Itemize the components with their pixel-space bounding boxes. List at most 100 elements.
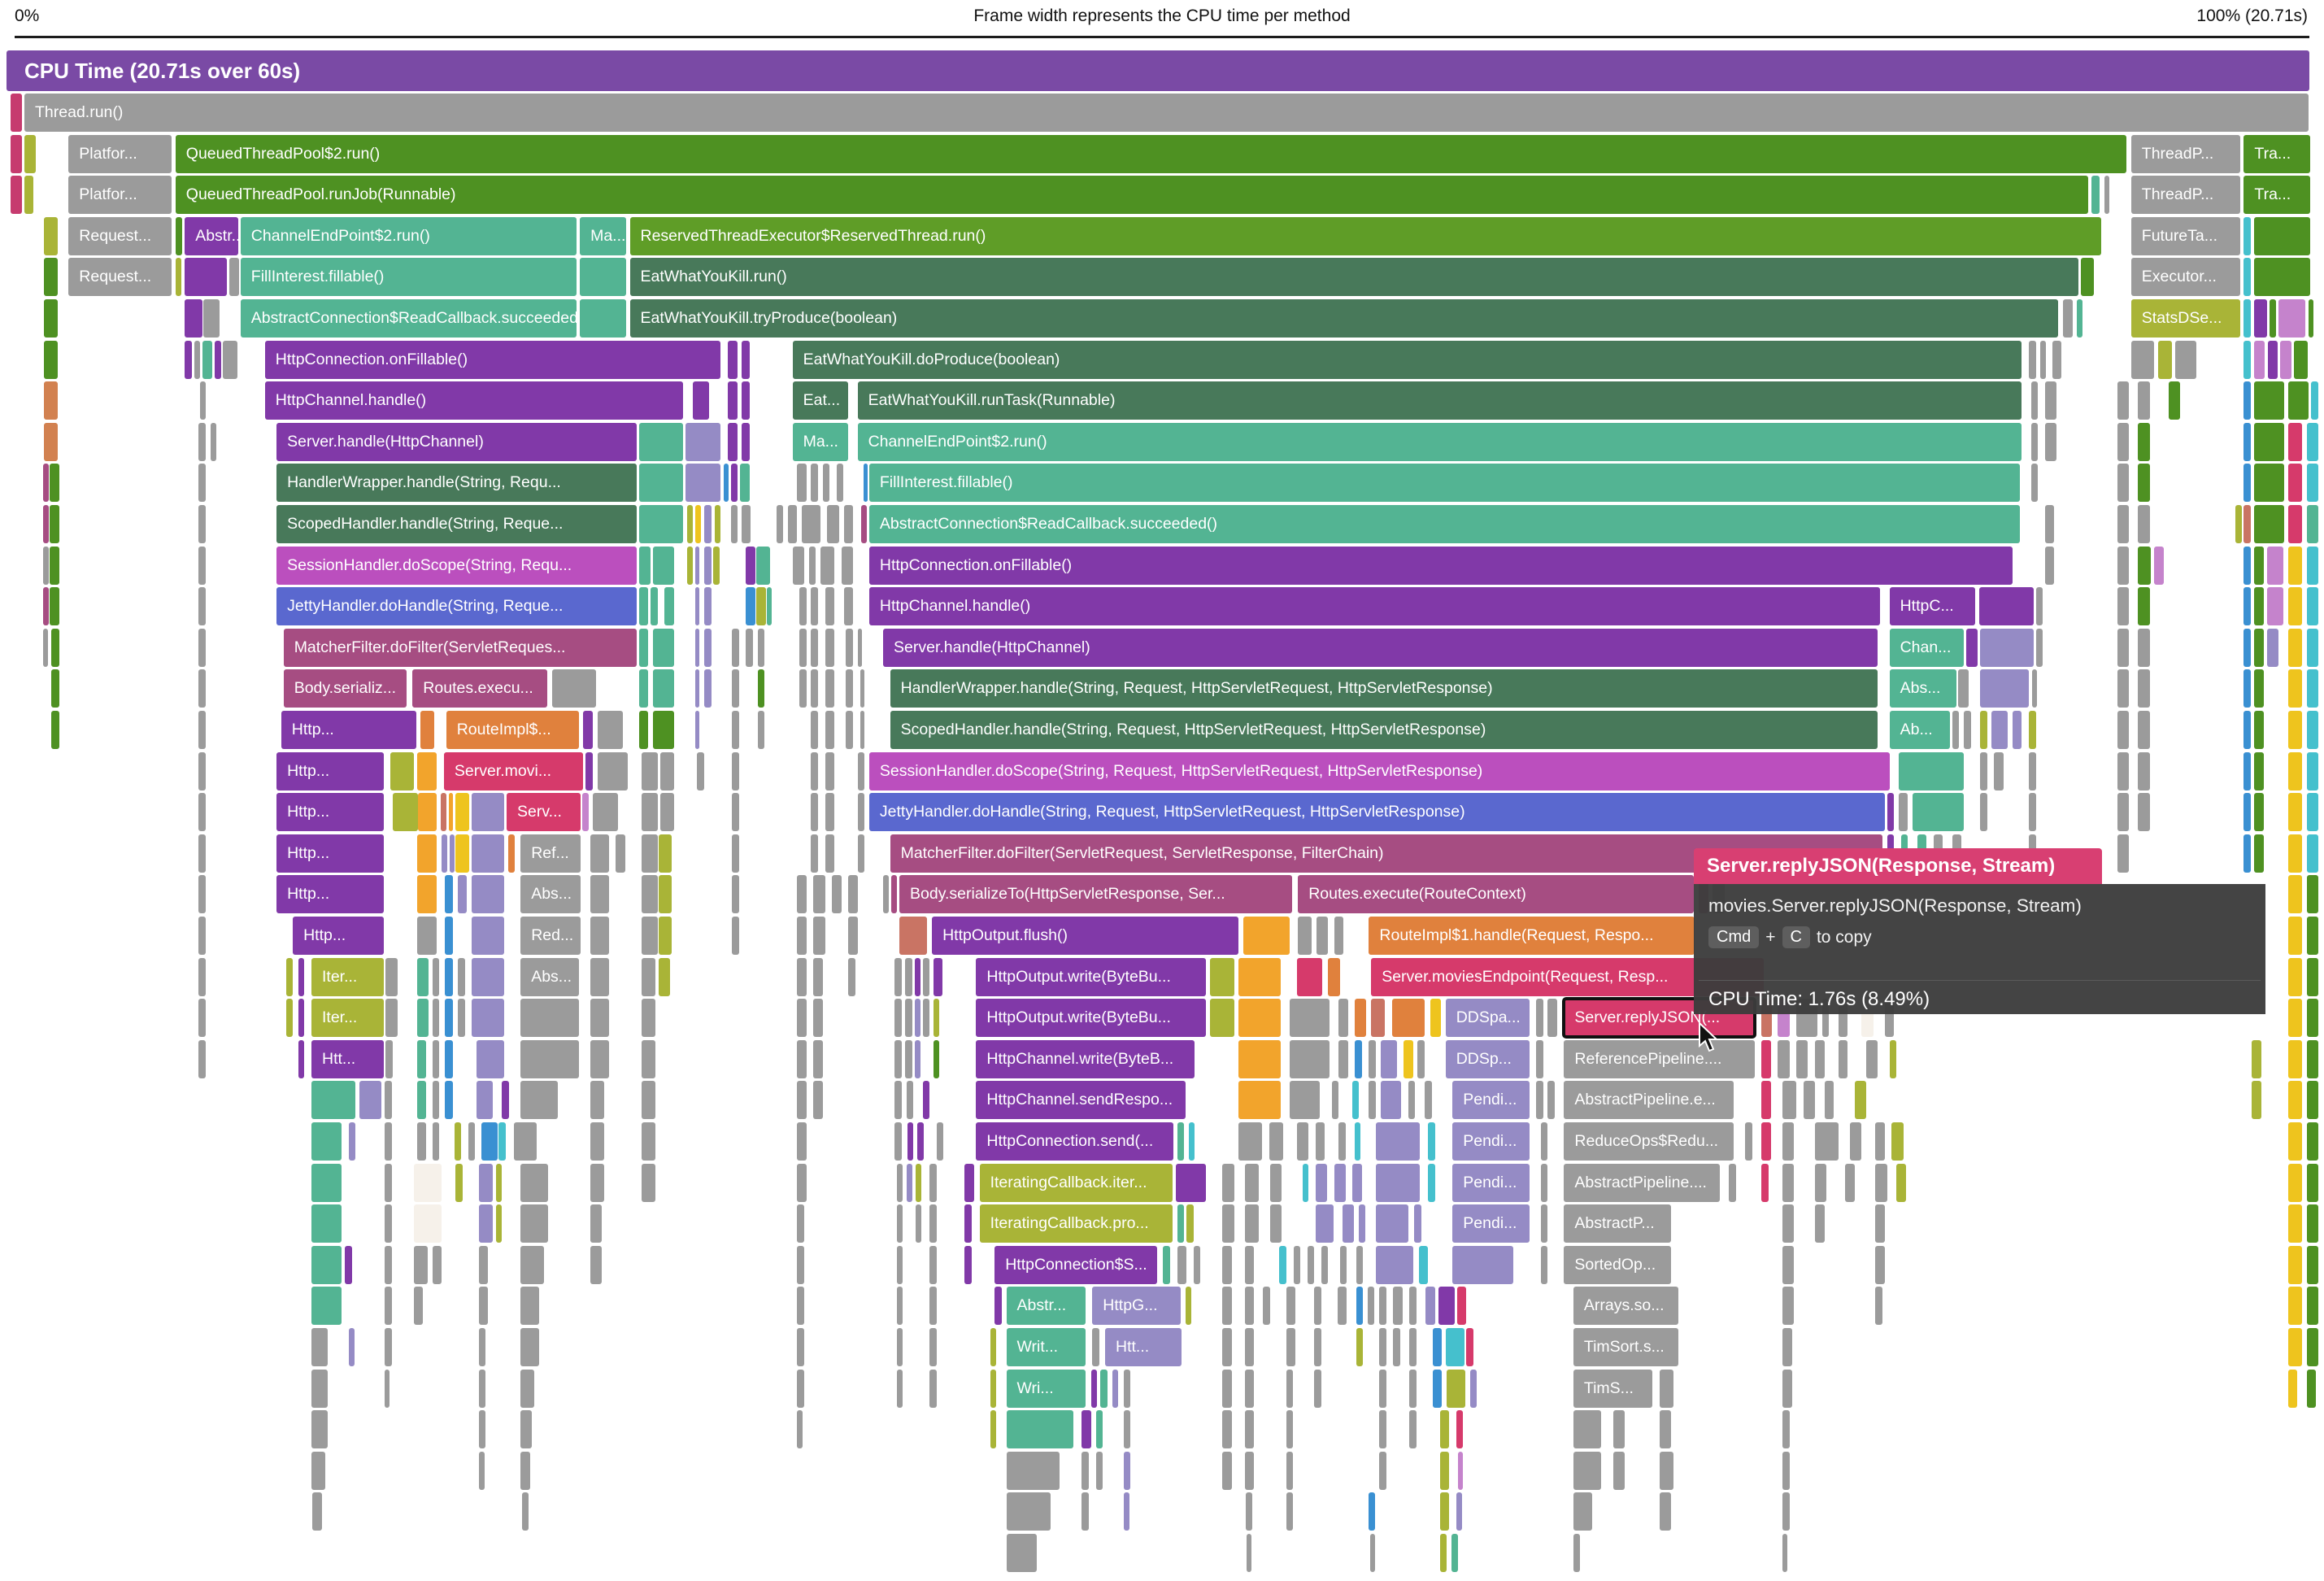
frame-sliver[interactable] <box>1006 1492 1051 1531</box>
frame-sliver[interactable] <box>825 587 835 625</box>
frame-block[interactable]: QueuedThreadPool.runJob(Runnable) <box>175 176 2088 214</box>
frame-sliver[interactable] <box>929 1164 937 1202</box>
frame-sliver[interactable] <box>732 629 739 667</box>
frame-sliver[interactable] <box>1338 1040 1348 1078</box>
frame-sliver[interactable] <box>2306 793 2318 831</box>
frame-sliver[interactable] <box>813 999 823 1037</box>
frame-sliver[interactable] <box>1338 1122 1346 1161</box>
frame-sliver[interactable] <box>175 217 183 255</box>
frame-sliver[interactable] <box>478 1287 489 1325</box>
frame-sliver[interactable] <box>1875 1204 1885 1243</box>
frame-sliver[interactable] <box>1123 1492 1129 1531</box>
frame-block[interactable]: Request... <box>68 258 172 296</box>
frame-sliver[interactable] <box>1290 1081 1321 1119</box>
frame-sliver[interactable] <box>580 299 627 338</box>
frame-sliver[interactable] <box>848 917 858 955</box>
frame-sliver[interactable] <box>2306 423 2318 461</box>
frame-sliver[interactable] <box>2293 341 2308 379</box>
frame-sliver[interactable] <box>811 834 818 873</box>
frame-sliver[interactable] <box>732 875 739 913</box>
frame-sliver[interactable] <box>2306 629 2318 667</box>
frame-sliver[interactable] <box>1286 1370 1294 1408</box>
frame-sliver[interactable] <box>1222 1164 1234 1202</box>
frame-sliver[interactable] <box>1355 1040 1362 1078</box>
frame-block[interactable]: FutureTa... <box>2130 217 2241 255</box>
frame-sliver[interactable] <box>1177 1246 1187 1284</box>
frame-block[interactable]: ScopedHandler.handle(String, Request, Ht… <box>890 711 1878 749</box>
frame-sliver[interactable] <box>2311 381 2318 420</box>
frame-block[interactable]: QueuedThreadPool$2.run() <box>175 135 2127 173</box>
frame-sliver[interactable] <box>697 752 704 790</box>
frame-sliver[interactable] <box>2138 505 2150 543</box>
frame-sliver[interactable] <box>1965 629 1978 667</box>
frame-sliver[interactable] <box>581 793 590 831</box>
frame-sliver[interactable] <box>198 629 206 667</box>
frame-sliver[interactable] <box>2045 505 2055 543</box>
frame-block[interactable]: Ab... <box>1889 711 1950 749</box>
frame-sliver[interactable] <box>929 1246 937 1284</box>
frame-sliver[interactable] <box>210 423 216 461</box>
frame-sliver[interactable] <box>1782 1452 1790 1490</box>
frame-sliver[interactable] <box>1176 1164 1207 1202</box>
frame-sliver[interactable] <box>417 1081 427 1119</box>
frame-sliver[interactable] <box>590 999 609 1037</box>
frame-sliver[interactable] <box>1177 1122 1185 1161</box>
frame-sliver[interactable] <box>825 711 835 749</box>
frame-sliver[interactable] <box>1290 999 1330 1037</box>
frame-sliver[interactable] <box>478 1452 485 1490</box>
frame-sliver[interactable] <box>1321 1246 1329 1284</box>
frame-sliver[interactable] <box>1456 1492 1462 1531</box>
frame-sliver[interactable] <box>385 1370 390 1408</box>
frame-sliver[interactable] <box>916 1164 922 1202</box>
frame-sliver[interactable] <box>2279 341 2291 379</box>
frame-sliver[interactable] <box>659 917 672 955</box>
frame-block[interactable]: Body.serializeTo(HttpServletResponse, Se… <box>899 875 1292 913</box>
frame-sliver[interactable] <box>2306 999 2318 1037</box>
frame-sliver[interactable] <box>740 464 750 502</box>
frame-block[interactable]: EatWhatYouKill.doProduce(boolean) <box>792 341 2022 379</box>
frame-sliver[interactable] <box>1314 1328 1321 1366</box>
frame-sliver[interactable] <box>929 1204 937 1243</box>
frame-sliver[interactable] <box>348 1328 355 1366</box>
frame-sliver[interactable] <box>2287 587 2302 625</box>
frame-block[interactable]: ReferencePipeline.... <box>1564 1040 1755 1078</box>
frame-sliver[interactable] <box>385 958 398 996</box>
frame-sliver[interactable] <box>1439 1534 1447 1572</box>
frame-sliver[interactable] <box>202 341 213 379</box>
frame-sliver[interactable] <box>797 1081 807 1119</box>
frame-sliver[interactable] <box>450 834 455 873</box>
frame-sliver[interactable] <box>1393 1287 1403 1325</box>
frame-sliver[interactable] <box>1379 1287 1386 1325</box>
frame-sliver[interactable] <box>1536 999 1543 1037</box>
frame-block[interactable]: Red... <box>520 917 581 955</box>
frame-sliver[interactable] <box>906 1164 912 1202</box>
frame-sliver[interactable] <box>24 135 37 173</box>
frame-sliver[interactable] <box>799 587 807 625</box>
frame-sliver[interactable] <box>458 999 465 1037</box>
frame-sliver[interactable] <box>2287 1287 2302 1325</box>
frame-sliver[interactable] <box>2243 464 2251 502</box>
frame-sliver[interactable] <box>1375 1122 1421 1161</box>
frame-sliver[interactable] <box>1980 629 2034 667</box>
frame-sliver[interactable] <box>185 299 202 338</box>
frame-sliver[interactable] <box>1286 1328 1296 1366</box>
frame-sliver[interactable] <box>228 258 240 296</box>
frame-sliver[interactable] <box>2117 669 2129 708</box>
frame-sliver[interactable] <box>802 505 820 543</box>
frame-sliver[interactable] <box>520 1370 535 1408</box>
frame-block[interactable]: Ref... <box>520 834 581 873</box>
frame-sliver[interactable] <box>2254 547 2264 585</box>
frame-sliver[interactable] <box>455 793 470 831</box>
frame-sliver[interactable] <box>813 917 825 955</box>
frame-block[interactable]: JettyHandler.doHandle(String, Reque... <box>276 587 638 625</box>
frame-sliver[interactable] <box>590 958 609 996</box>
frame-sliver[interactable] <box>1269 1164 1282 1202</box>
frame-block[interactable]: EatWhatYouKill.run() <box>629 258 2079 296</box>
frame-sliver[interactable] <box>990 1328 996 1366</box>
frame-sliver[interactable] <box>797 464 807 502</box>
frame-sliver[interactable] <box>590 1204 603 1243</box>
frame-sliver[interactable] <box>792 547 804 585</box>
frame-block[interactable]: Htt... <box>311 1040 384 1078</box>
frame-sliver[interactable] <box>50 464 59 502</box>
frame-sliver[interactable] <box>1244 1410 1254 1448</box>
